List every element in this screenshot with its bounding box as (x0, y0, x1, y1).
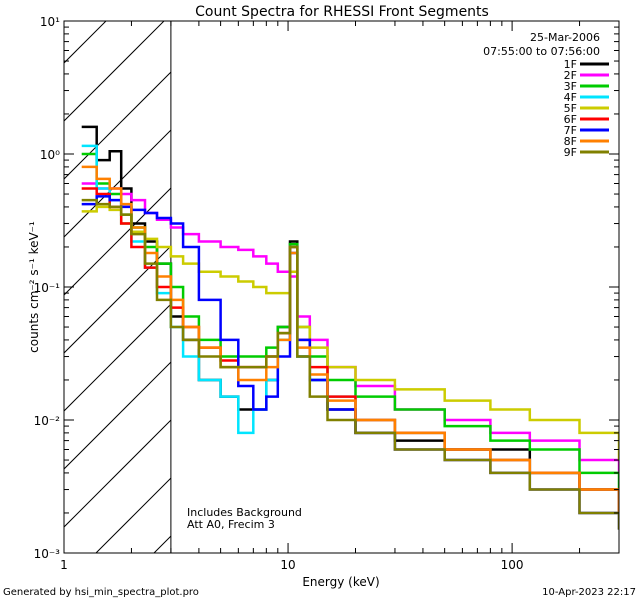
hatch-mask (170, 21, 619, 553)
observation-date: 25-Mar-2006 (530, 31, 600, 44)
legend-label-7F: 7F (564, 124, 577, 137)
series-layer (81, 125, 619, 530)
footer-generator: Generated by hsi_min_spectra_plot.pro (3, 587, 199, 598)
annotation-background: Includes Background (187, 506, 302, 519)
hatch-line (0, 0, 158, 553)
legend-label-6F: 6F (564, 113, 577, 126)
x-tick-label: 100 (501, 558, 524, 572)
x-axis-label: Energy (keV) (302, 575, 379, 589)
y-tick-label: 10⁻² (34, 414, 61, 428)
series-line-9F (81, 198, 619, 530)
y-tick-label: 10⁻³ (34, 547, 61, 561)
legend-label-4F: 4F (564, 91, 577, 104)
hatch-line (0, 0, 100, 553)
x-tick-label: 1 (60, 558, 68, 572)
y-tick-label: 10⁻¹ (34, 281, 61, 295)
legend-label-8F: 8F (564, 135, 577, 148)
y-tick-label: 10⁰ (40, 148, 60, 162)
axis-ticks: 1 10 100 10¹ 10⁰ 10⁻¹ 10⁻² 10⁻³ (34, 15, 620, 572)
annotation-attenuator: Att A0, Frecim 3 (187, 518, 275, 531)
x-tick-label: 10 (280, 558, 295, 572)
legend-label-2F: 2F (564, 69, 577, 82)
legend-label-5F: 5F (564, 102, 577, 115)
legend-label-1F: 1F (564, 58, 577, 71)
hatch-line (617, 551, 619, 553)
legend-label-3F: 3F (564, 80, 577, 93)
y-axis-label: counts cm⁻² s⁻¹ keV⁻¹ (27, 221, 41, 353)
series-line-5F (81, 205, 619, 460)
footer-timestamp: 10-Apr-2023 22:17 (542, 587, 636, 598)
legend-label-9F: 9F (564, 146, 577, 159)
y-tick-label: 10¹ (40, 15, 60, 29)
chart-title: Count Spectra for RHESSI Front Segments (195, 4, 489, 20)
excluded-region-hatch (0, 0, 619, 553)
hatch-line (64, 21, 339, 296)
observation-time-range: 07:55:00 to 07:56:00 (483, 45, 600, 58)
series-line-8F (81, 165, 619, 513)
